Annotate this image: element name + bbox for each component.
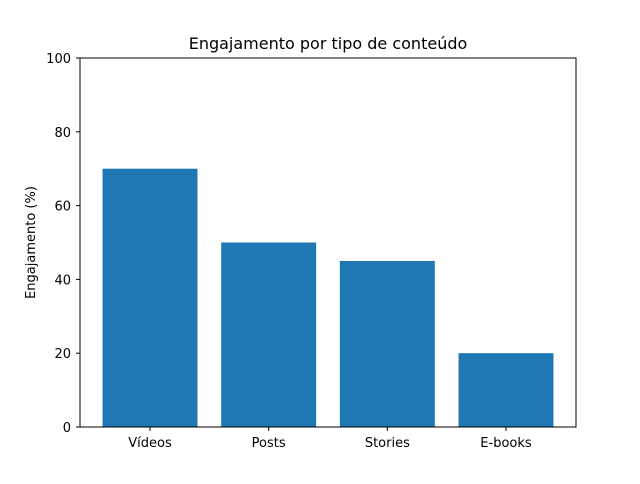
y-ticks: 0 20 40 60 80 100 — [46, 52, 80, 436]
plot-frame — [79, 57, 577, 428]
bars-group — [102, 168, 554, 427]
y-axis-label: Engajamento (%) — [24, 186, 39, 299]
x-tick-label: Posts — [252, 436, 286, 451]
bar-3 — [458, 353, 554, 427]
y-tick-label: 0 — [63, 421, 71, 436]
y-tick-label: 40 — [54, 273, 71, 288]
bar-1 — [221, 242, 317, 427]
x-tick-label: Vídeos — [128, 436, 172, 451]
y-tick-label: 80 — [54, 126, 71, 141]
x-tick-label: E-books — [480, 436, 532, 451]
bar-2 — [339, 260, 435, 427]
x-ticks: Vídeos Posts Stories E-books — [128, 427, 532, 451]
x-tick-label: Stories — [365, 436, 410, 451]
bar-0 — [102, 168, 198, 427]
chart-title: Engajamento por tipo de conteúdo — [189, 34, 468, 53]
y-tick-label: 20 — [54, 347, 71, 362]
y-tick-label: 100 — [46, 52, 71, 67]
y-tick-label: 60 — [54, 200, 71, 215]
